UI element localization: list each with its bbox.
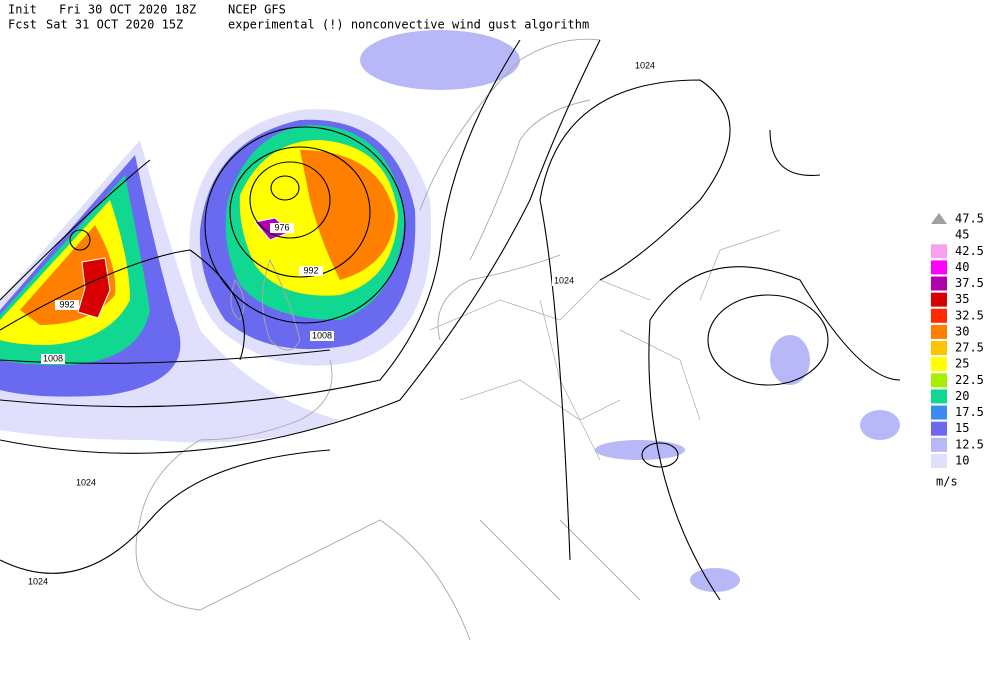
shade-patch bbox=[770, 335, 810, 385]
legend-label: 40 bbox=[955, 260, 969, 274]
legend-swatch bbox=[931, 341, 947, 356]
legend-swatch bbox=[931, 373, 947, 388]
legend-label: 30 bbox=[955, 324, 969, 338]
isobar-labels: 1024 1024 1024 1024 976 992 992 1008 1008 bbox=[26, 60, 657, 587]
isobar-label-bg bbox=[55, 300, 79, 310]
legend-swatch bbox=[931, 276, 947, 291]
legend-label: 45 bbox=[955, 228, 969, 242]
model-name: NCEP GFS bbox=[228, 3, 286, 17]
legend-swatch bbox=[931, 324, 947, 339]
legend-swatch bbox=[931, 437, 947, 452]
isobar-label: 1008 bbox=[312, 330, 332, 340]
legend-label: 32.5 bbox=[955, 308, 984, 322]
shade-patch bbox=[595, 440, 685, 460]
isobar-label: 976 bbox=[274, 222, 289, 232]
shade-patch bbox=[690, 568, 740, 592]
legend-triangle bbox=[931, 213, 947, 224]
legend-label: 35 bbox=[955, 292, 969, 306]
legend-label: 37.5 bbox=[955, 276, 984, 290]
init-label: Init bbox=[8, 3, 37, 17]
legend-label: 20 bbox=[955, 389, 969, 403]
legend-swatch bbox=[931, 421, 947, 436]
fcst-label: Fcst bbox=[8, 18, 37, 32]
isobar bbox=[249, 161, 331, 239]
isobar bbox=[270, 175, 300, 201]
legend-label: 15 bbox=[955, 421, 969, 435]
isobar-label: 1024 bbox=[554, 275, 574, 285]
legend-swatch bbox=[931, 244, 947, 259]
isobar bbox=[0, 39, 601, 454]
legend-label: 47.5 bbox=[955, 212, 984, 226]
shade-35 bbox=[77, 257, 111, 319]
description: experimental (!) nonconvective wind gust… bbox=[228, 18, 589, 32]
legend-label: 17.5 bbox=[955, 405, 984, 419]
isobar-label-bg bbox=[74, 478, 98, 488]
shade-30 bbox=[300, 150, 395, 280]
legend-swatch bbox=[931, 453, 947, 468]
legend-swatch bbox=[931, 389, 947, 404]
legend-swatch bbox=[931, 405, 947, 420]
isobar-label-bg bbox=[552, 276, 576, 286]
legend: 47.5 45 42.5 40 37.5 35 32.5 30 27.5 25 22.5 20 17.5… bbox=[931, 212, 984, 489]
legend-swatch bbox=[931, 292, 947, 307]
coastline bbox=[419, 38, 601, 341]
isobar bbox=[707, 294, 829, 386]
legend-swatch bbox=[931, 260, 947, 275]
isobar-label-bg bbox=[310, 331, 334, 341]
isobars bbox=[0, 39, 901, 601]
isobar-label: 1024 bbox=[28, 576, 48, 586]
shade-patch bbox=[860, 410, 900, 440]
isobar bbox=[229, 146, 371, 278]
isobar-label-bg bbox=[26, 577, 50, 587]
coastline bbox=[230, 258, 301, 351]
isobar-label-bg bbox=[41, 354, 65, 364]
legend-units: m/s bbox=[936, 475, 958, 489]
isobar-label: 1024 bbox=[635, 60, 655, 70]
fcst-time: Sat 31 OCT 2020 15Z bbox=[46, 18, 183, 32]
isobar-label: 992 bbox=[303, 265, 318, 275]
isobar bbox=[69, 229, 91, 251]
isobar-label: 1008 bbox=[43, 353, 63, 363]
legend-label: 10 bbox=[955, 453, 969, 467]
legend-label: 25 bbox=[955, 357, 969, 371]
border bbox=[429, 229, 781, 461]
legend-label: 27.5 bbox=[955, 341, 984, 355]
coastlines bbox=[135, 38, 781, 641]
legend-swatch bbox=[931, 308, 947, 323]
isobar-label: 992 bbox=[59, 299, 74, 309]
isobar-label-bg bbox=[633, 61, 657, 71]
isobar bbox=[204, 126, 406, 324]
init-time: Fri 30 OCT 2020 18Z bbox=[59, 3, 196, 17]
legend-label: 12.5 bbox=[955, 437, 984, 451]
isobar-label-bg bbox=[270, 223, 294, 233]
legend-label: 42.5 bbox=[955, 244, 984, 258]
isobar-label: 1024 bbox=[76, 477, 96, 487]
wind-gust-field bbox=[0, 30, 900, 592]
isobar bbox=[0, 79, 901, 601]
isobar bbox=[641, 442, 679, 468]
isobar-label-bg bbox=[299, 266, 323, 276]
shade-patch bbox=[360, 30, 520, 90]
legend-label: 22.5 bbox=[955, 373, 984, 387]
legend-swatch bbox=[931, 357, 947, 372]
